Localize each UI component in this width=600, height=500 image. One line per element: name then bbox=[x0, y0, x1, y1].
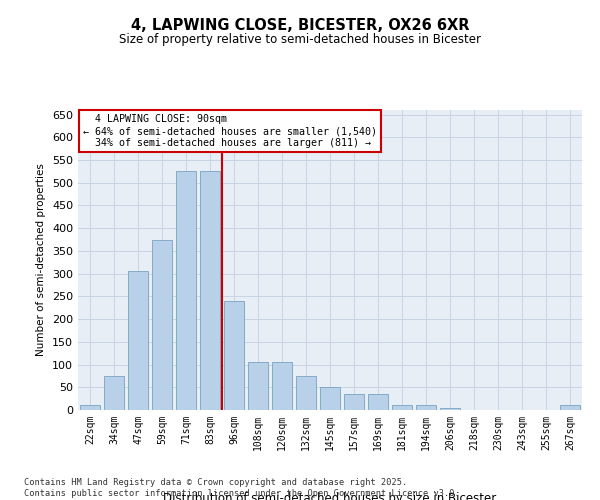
Bar bbox=[344, 394, 364, 410]
Bar bbox=[200, 172, 220, 410]
Y-axis label: Number of semi-detached properties: Number of semi-detached properties bbox=[37, 164, 46, 356]
Bar bbox=[368, 394, 388, 410]
Bar bbox=[392, 406, 412, 410]
Bar bbox=[80, 406, 100, 410]
Bar bbox=[560, 406, 580, 410]
Text: 4, LAPWING CLOSE, BICESTER, OX26 6XR: 4, LAPWING CLOSE, BICESTER, OX26 6XR bbox=[131, 18, 469, 32]
Text: Size of property relative to semi-detached houses in Bicester: Size of property relative to semi-detach… bbox=[119, 32, 481, 46]
Text: 4 LAPWING CLOSE: 90sqm
← 64% of semi-detached houses are smaller (1,540)
  34% o: 4 LAPWING CLOSE: 90sqm ← 64% of semi-det… bbox=[83, 114, 377, 148]
Bar bbox=[440, 408, 460, 410]
Bar bbox=[416, 406, 436, 410]
Bar bbox=[248, 362, 268, 410]
Bar bbox=[104, 376, 124, 410]
X-axis label: Distribution of semi-detached houses by size in Bicester: Distribution of semi-detached houses by … bbox=[163, 492, 497, 500]
Bar bbox=[224, 301, 244, 410]
Bar bbox=[128, 272, 148, 410]
Bar bbox=[152, 240, 172, 410]
Bar bbox=[320, 388, 340, 410]
Text: Contains HM Land Registry data © Crown copyright and database right 2025.
Contai: Contains HM Land Registry data © Crown c… bbox=[24, 478, 460, 498]
Bar bbox=[296, 376, 316, 410]
Bar bbox=[272, 362, 292, 410]
Bar bbox=[176, 172, 196, 410]
